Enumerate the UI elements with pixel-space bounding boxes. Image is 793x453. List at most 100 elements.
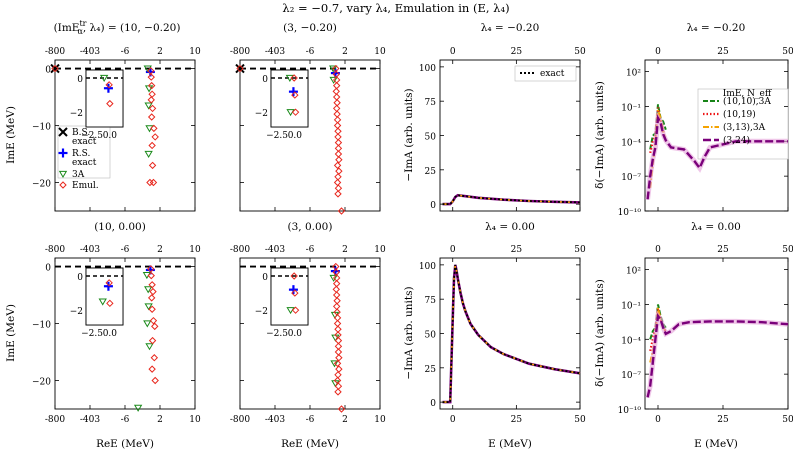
- emul-marker: [151, 322, 159, 331]
- y-tick-label: 10⁻¹: [621, 103, 641, 113]
- bs-exact-marker: [235, 63, 245, 74]
- x-top-tick-label: -403: [80, 245, 100, 255]
- x-top-tick-label: -800: [230, 47, 250, 57]
- x-tick-label: 10: [374, 415, 386, 425]
- inset-x-tick-label: −2.5: [81, 329, 103, 339]
- legend-entry: exact: [72, 137, 97, 147]
- ylabel-amp-row1: −ImA (arb. units): [403, 88, 415, 181]
- emul-marker: [333, 161, 342, 170]
- y-tick-label: 25: [425, 365, 437, 375]
- y-tick-label: 50: [425, 331, 437, 341]
- marker-stroke: [50, 63, 60, 74]
- x-top-tick-label: 2: [342, 245, 348, 255]
- emul-marker: [149, 316, 158, 325]
- emul-marker: [51, 64, 59, 73]
- x-top-tick-label: -800: [230, 245, 250, 255]
- emul-marker: [236, 64, 244, 73]
- x-top-tick-label: 10: [189, 245, 201, 255]
- 3a-marker: [144, 303, 153, 311]
- y-tick-label: 100: [419, 262, 436, 272]
- x-top-tick-label: 25: [717, 245, 729, 255]
- plot-frame: [439, 59, 581, 212]
- y-tick-label: 0: [45, 264, 51, 274]
- 3a-marker: [133, 404, 143, 412]
- figure-suptitle: λ₂ = −0.7, vary λ₄, Emulation in (E, λ₄): [282, 1, 509, 15]
- y-tick-label: 10²: [626, 267, 641, 277]
- chart-marks: 0−10−20-800 -403 -6 2 100−2−2.5 0.0B.S.exactR…: [32, 47, 793, 425]
- xlabel-pole-col1: ReE (MeV): [96, 438, 154, 450]
- x-tick-label: 25: [511, 415, 523, 425]
- panel-title: λ₄ = −0.20: [687, 22, 746, 34]
- y-tick-label: 10²: [626, 69, 641, 79]
- emulator-curve: [442, 264, 581, 403]
- inset-y-tick-label: 0: [77, 273, 83, 283]
- emul-marker: [291, 289, 299, 297]
- emul-marker: [150, 354, 159, 362]
- 3a-marker: [329, 274, 338, 282]
- marker-stroke: [235, 63, 245, 74]
- inset-x-tick-label: −2.5: [81, 131, 103, 141]
- inset-y-tick-label: −2: [70, 307, 83, 317]
- legend-entry: (10,19): [723, 109, 756, 120]
- emul-marker: [290, 272, 298, 280]
- 3a-marker: [143, 320, 152, 328]
- inset-y-tick-label: 0: [262, 75, 268, 85]
- y-tick-label: 10⁻¹⁰: [618, 406, 642, 416]
- x-top-tick-label: 0: [655, 47, 661, 57]
- xlabel-amp: E (MeV): [488, 438, 532, 450]
- inset-y-tick-label: −2: [70, 109, 83, 119]
- x-tick-label: -800: [230, 415, 250, 425]
- ylabel-pole-row1: ImE (MeV): [5, 106, 17, 164]
- emul-marker: [335, 365, 343, 373]
- 3a-marker: [98, 298, 107, 306]
- exact-curve: [442, 264, 581, 403]
- marker-stroke: [58, 127, 68, 137]
- inset-x-tick-label: 0.0: [288, 131, 303, 141]
- x-tick-label: 10: [189, 415, 201, 425]
- emul-marker: [148, 104, 157, 113]
- error-curve: [649, 104, 667, 150]
- x-top-tick-label: 10: [374, 47, 386, 57]
- ylabel-err-row1: δ(−ImA) (arb. units): [594, 81, 606, 189]
- panel-title: λ₄ = −0.20: [481, 22, 540, 34]
- x-top-tick-label: -800: [45, 245, 65, 255]
- rs-exact-marker: [103, 83, 113, 93]
- inset-y-tick-label: 0: [262, 273, 268, 283]
- emul-marker: [290, 74, 298, 82]
- x-top-tick-label: -6: [306, 47, 315, 57]
- legend-title: ImE, N_eff: [723, 89, 772, 99]
- emul-marker: [147, 81, 156, 90]
- emulator-curve: [442, 194, 581, 205]
- 3a-marker: [329, 65, 338, 73]
- emul-marker: [149, 287, 157, 296]
- x-tick-label: 0: [450, 415, 456, 425]
- legend-entry: 3A: [72, 170, 85, 180]
- panel-title: (3, −0.20): [283, 22, 337, 34]
- x-top-tick-label: 25: [511, 245, 523, 255]
- rs-exact-marker: [58, 148, 68, 158]
- y-tick-label: 10⁻⁷: [621, 371, 641, 381]
- emul-marker: [147, 265, 155, 273]
- panel-title: λ₄ = 0.00: [485, 221, 535, 233]
- y-tick-label: 50: [425, 133, 437, 143]
- inset-x-tick-label: −2.5: [266, 329, 288, 339]
- bs-exact-marker: [58, 127, 68, 137]
- 3a-marker: [145, 343, 154, 351]
- error-curve: [646, 114, 788, 200]
- y-tick-label: 0: [430, 399, 436, 409]
- emul-marker: [333, 99, 341, 107]
- legend-entry: exact: [72, 158, 97, 168]
- inset-y-tick-label: −2: [255, 307, 268, 317]
- emul-marker: [151, 133, 159, 141]
- panel-title: (3, 0.00): [288, 221, 333, 233]
- emul-marker: [332, 93, 341, 101]
- x-top-tick-label: -403: [265, 245, 285, 255]
- panel-title: λ₄ = 0.00: [691, 221, 741, 233]
- emul-marker: [106, 299, 114, 308]
- ylabel-err-row2: δ(−ImA) (arb. units): [594, 279, 606, 387]
- y-tick-label: 10⁻⁴: [621, 138, 641, 148]
- inset-x-tick-label: 0.0: [288, 329, 303, 339]
- emul-marker: [335, 156, 343, 164]
- plot-frame: [239, 59, 381, 212]
- y-tick-label: −10: [32, 321, 51, 331]
